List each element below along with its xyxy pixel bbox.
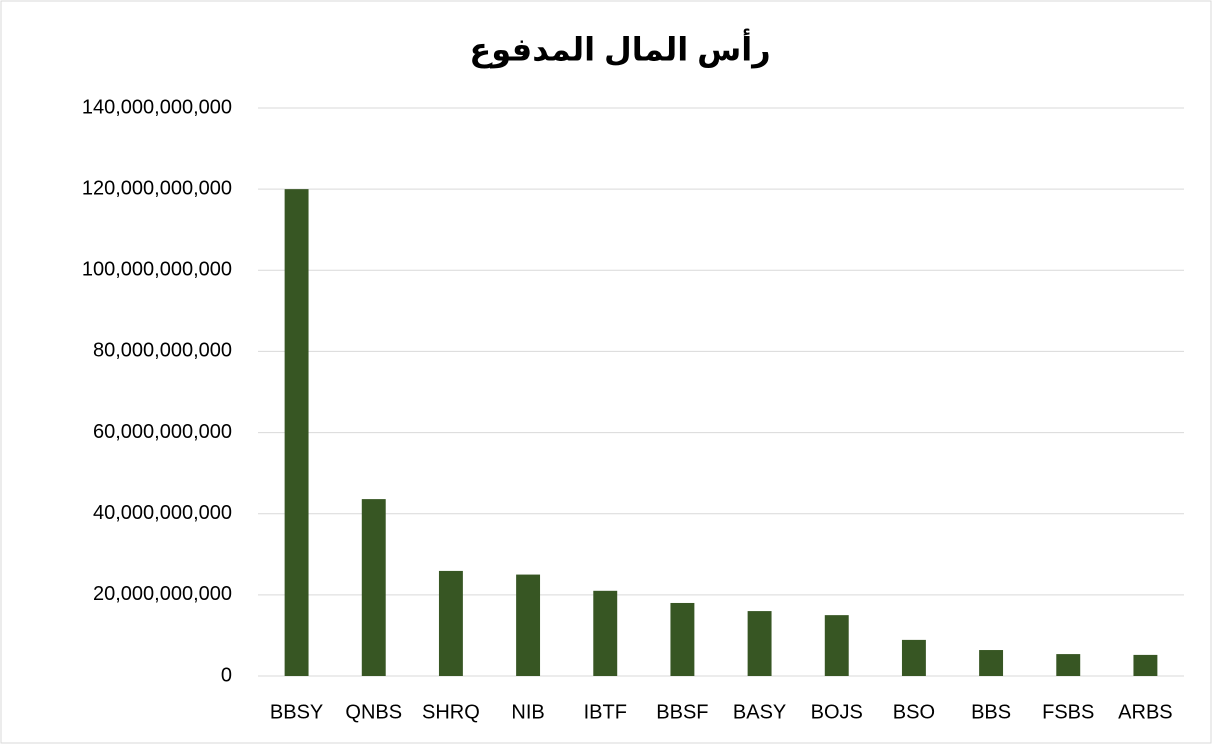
bar <box>361 499 386 676</box>
y-tick-label: 100,000,000,000 <box>82 259 232 281</box>
x-tick-label: IBTF <box>584 701 627 723</box>
x-tick-label: SHRQ <box>422 701 480 723</box>
bar <box>284 189 309 676</box>
bar <box>438 570 463 676</box>
y-tick-label: 40,000,000,000 <box>93 502 232 524</box>
y-tick-label: 80,000,000,000 <box>93 340 232 362</box>
y-tick-label: 60,000,000,000 <box>93 421 232 443</box>
bar <box>1133 654 1158 676</box>
x-tick-label: BSO <box>893 701 935 723</box>
y-tick-label: 120,000,000,000 <box>82 177 232 199</box>
x-tick-label: BBSF <box>656 701 708 723</box>
chart-title: رأس المال المدفوع <box>469 28 770 68</box>
bar <box>747 611 772 676</box>
x-tick-label: ARBS <box>1118 701 1172 723</box>
x-tick-label: NIB <box>511 701 544 723</box>
y-tick-label: 20,000,000,000 <box>93 583 232 605</box>
y-tick-label: 140,000,000,000 <box>82 96 232 118</box>
x-tick-label: BBS <box>971 701 1011 723</box>
bar <box>1056 654 1081 676</box>
x-tick-label: BASY <box>733 701 786 723</box>
x-tick-label: FSBS <box>1042 701 1094 723</box>
bar <box>516 574 541 676</box>
bar <box>670 602 695 676</box>
bar <box>901 639 926 676</box>
bar <box>824 615 849 676</box>
bar <box>979 650 1004 676</box>
x-tick-label: BBSY <box>270 701 323 723</box>
x-tick-label: QNBS <box>345 701 402 723</box>
bar <box>593 590 618 676</box>
x-tick-label: BOJS <box>811 701 863 723</box>
y-tick-label: 0 <box>221 664 232 686</box>
